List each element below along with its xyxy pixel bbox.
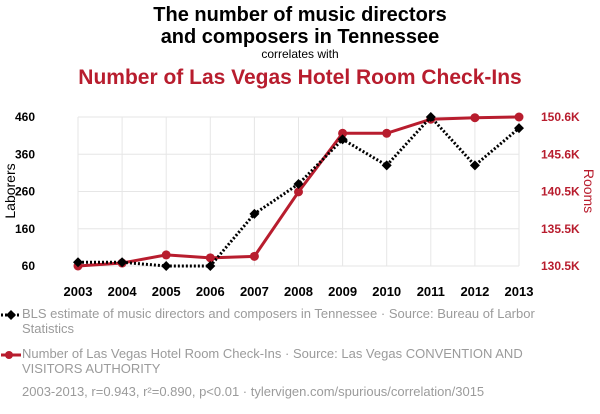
legend-line-solid-icon — [1, 351, 21, 359]
y-right-tick-label: 130.5K — [541, 259, 580, 273]
y-right-tick-label: 140.5K — [541, 185, 580, 199]
y-left-axis-label: Laborers — [2, 163, 18, 218]
x-tick-label: 2012 — [460, 284, 489, 299]
data-point-hotel-checkins — [470, 113, 480, 123]
chart-title: The number of music directors and compos… — [0, 4, 600, 48]
y-left-tick-label: 260 — [15, 185, 35, 199]
data-point-music-directors — [381, 160, 392, 171]
x-tick-label: 2009 — [328, 284, 357, 299]
footer-stats: 2003-2013, r=0.943, r²=0.890, p<0.01 · t… — [22, 384, 485, 399]
data-point-hotel-checkins — [205, 253, 215, 263]
data-point-music-directors — [161, 261, 172, 271]
chart-title-line1: The number of music directors — [153, 4, 447, 26]
y-right-axis-label: Rooms — [581, 169, 597, 213]
x-tick-label: 2010 — [372, 284, 401, 299]
y-left-tick-label: 160 — [15, 222, 35, 236]
data-point-hotel-checkins — [294, 187, 303, 197]
data-point-hotel-checkins — [514, 112, 524, 122]
data-point-music-directors — [425, 112, 436, 122]
y-right-tick-label: 135.5K — [541, 222, 580, 236]
x-tick-label: 2011 — [417, 284, 445, 299]
y-right-tick-label: 150.6K — [541, 110, 580, 124]
correlates-with-text: correlates with — [261, 47, 339, 61]
data-point-music-directors — [337, 134, 348, 145]
y-left-tick-label: 360 — [15, 147, 35, 161]
x-tick-label: 2006 — [196, 284, 225, 299]
chart-title-line2: and composers in Tennessee — [160, 26, 440, 48]
legend-label-series-2: Number of Las Vegas Hotel Room Check-Ins… — [22, 346, 523, 376]
data-point-music-directors — [293, 179, 304, 190]
data-point-music-directors — [514, 123, 524, 134]
data-point-music-directors — [117, 257, 128, 268]
y-left-tick-label: 60 — [22, 259, 36, 273]
data-point-music-directors — [73, 257, 83, 268]
data-point-hotel-checkins — [338, 128, 348, 138]
data-point-hotel-checkins — [161, 250, 171, 260]
data-point-music-directors — [469, 160, 480, 171]
data-point-music-directors — [205, 261, 216, 271]
legend-label-series-1: BLS estimate of music directors and comp… — [22, 306, 535, 336]
x-tick-label: 2003 — [64, 284, 93, 299]
y-right-tick-label: 145.6K — [541, 147, 580, 161]
data-point-music-directors — [249, 208, 260, 219]
data-point-hotel-checkins — [249, 251, 259, 261]
data-point-hotel-checkins — [382, 128, 392, 138]
x-tick-label: 2005 — [152, 284, 181, 299]
x-tick-label: 2008 — [284, 284, 313, 299]
x-tick-label: 2013 — [505, 284, 534, 299]
x-tick-label: 2004 — [108, 284, 138, 299]
x-tick-label: 2007 — [240, 284, 269, 299]
y-left-tick-label: 460 — [15, 110, 35, 124]
second-series-title: Number of Las Vegas Hotel Room Check-Ins — [78, 66, 522, 89]
legend-line-dotted-icon — [1, 310, 21, 320]
